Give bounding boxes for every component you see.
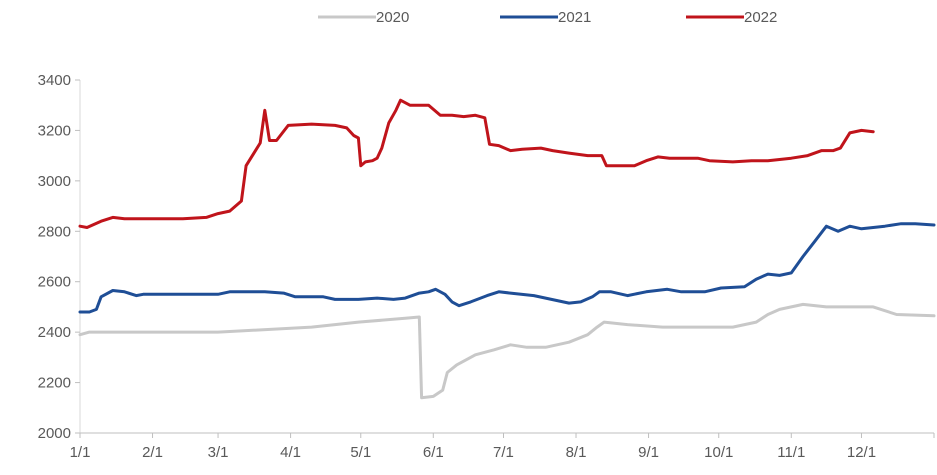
y-tick-label: 2400 bbox=[38, 324, 71, 341]
legend-label-2022: 2022 bbox=[744, 9, 777, 26]
x-tick-label: 10/1 bbox=[704, 444, 733, 461]
x-tick-label: 9/1 bbox=[638, 444, 659, 461]
y-tick-label: 2000 bbox=[38, 425, 71, 442]
y-tick-label: 3400 bbox=[38, 72, 71, 89]
y-tick-label: 3200 bbox=[38, 122, 71, 139]
y-tick-label: 2600 bbox=[38, 274, 71, 291]
x-tick-label: 5/1 bbox=[350, 444, 371, 461]
x-tick-label: 7/1 bbox=[493, 444, 514, 461]
x-tick-label: 1/1 bbox=[70, 444, 91, 461]
x-tick-label: 3/1 bbox=[208, 444, 229, 461]
x-tick-label: 11/1 bbox=[777, 444, 805, 461]
y-tick-label: 2800 bbox=[38, 223, 71, 240]
legend-label-2021: 2021 bbox=[558, 9, 591, 26]
series-line-2022 bbox=[78, 98, 875, 229]
x-tick-label: 12/1 bbox=[847, 444, 876, 461]
plot-area bbox=[78, 98, 936, 400]
x-tick-label: 8/1 bbox=[566, 444, 587, 461]
y-tick-label: 2200 bbox=[38, 375, 71, 392]
series-line-2020 bbox=[78, 302, 936, 400]
x-tick-label: 4/1 bbox=[280, 444, 301, 461]
x-tick-label: 6/1 bbox=[423, 444, 444, 461]
y-tick-label: 3000 bbox=[38, 173, 71, 190]
x-tick-label: 2/1 bbox=[142, 444, 163, 461]
series-line-2021 bbox=[78, 222, 936, 314]
legend: 2020 2021 2022 bbox=[318, 9, 777, 26]
legend-label-2020: 2020 bbox=[376, 9, 409, 26]
chart-axes: 2000 2200 2400 2600 2800 3000 3200 3400 1/1 2/1 3/… bbox=[38, 72, 935, 461]
